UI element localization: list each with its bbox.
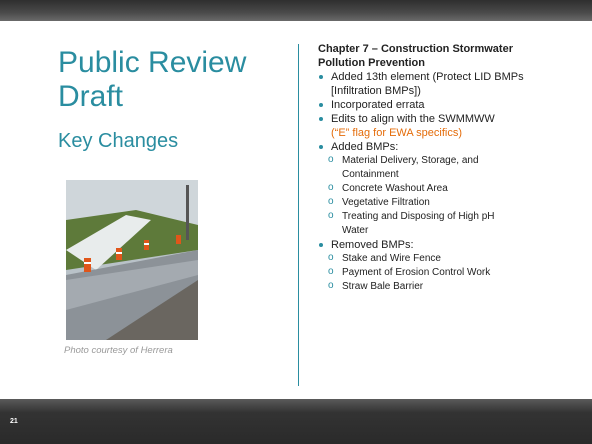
page-number: 21 [10,418,18,425]
bullet-text: Added 13th element (Protect LID BMPs [In… [331,71,524,97]
photo [66,180,198,340]
bullet-text: Added BMPs: [331,141,399,153]
sub-bullet: Straw Bale Barrier [318,279,522,294]
bottom-band [0,399,592,444]
top-band [0,0,592,21]
bullet: Added 13th element (Protect LID BMPs [In… [318,70,543,98]
sub-bullet: Stake and Wire Fence [318,251,522,266]
content: Chapter 7 – Construction Stormwater Poll… [318,42,586,294]
photo-caption: Photo courtesy of Herrera [64,345,173,356]
bullet: Added BMPs: [318,140,543,154]
heading: Chapter 7 – Construction Stormwater Poll… [318,43,513,69]
bullet-text: Removed BMPs: [331,239,414,251]
bullet-text: Edits to align with the SWMMWW [331,113,495,125]
bullet-note: (“E” flag for EWA specifics) [331,127,463,139]
sub-bullet: Treating and Disposing of High pH Water [318,209,522,238]
bullet-text: Incorporated errata [331,99,425,111]
bullet: Edits to align with the SWMMWW (“E” flag … [318,112,543,140]
sub-bullet: Vegetative Filtration [318,195,522,210]
sub-bullet: Material Delivery, Storage, and Containm… [318,153,522,182]
slide-title: Public Review Draft [58,46,247,113]
divider [298,44,299,386]
bullet: Removed BMPs: [318,238,543,252]
sub-bullet: Concrete Washout Area [318,181,522,196]
sub-bullet: Payment of Erosion Control Work [318,265,522,280]
slide-subtitle: Key Changes [58,130,179,152]
bullet: Incorporated errata [318,98,543,112]
